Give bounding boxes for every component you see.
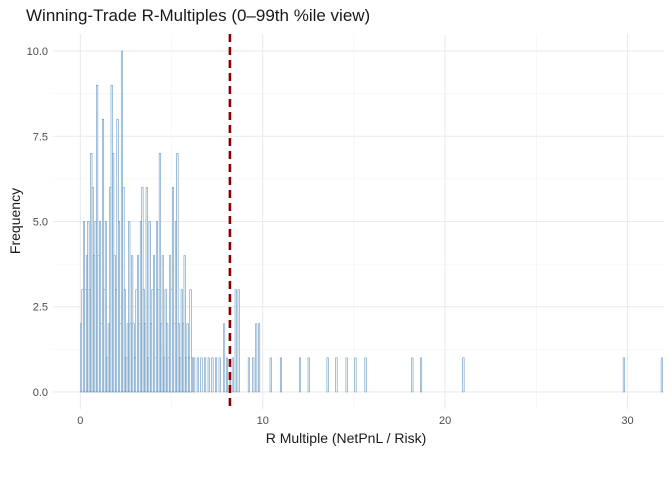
histogram-bar xyxy=(189,289,192,393)
y-axis-tick-labels: 0.0 2.5 5.0 7.5 10.0 xyxy=(27,46,48,399)
histogram-bar xyxy=(660,357,663,393)
histogram-bar xyxy=(307,357,310,393)
histogram-bar xyxy=(123,289,126,393)
histogram-bar xyxy=(420,357,423,393)
histogram-bar xyxy=(234,289,237,393)
histogram-bar xyxy=(207,357,210,393)
histogram-bar xyxy=(161,255,164,393)
histogram-bar xyxy=(247,357,250,393)
histogram-bar xyxy=(345,357,348,393)
histogram-bar xyxy=(183,255,186,393)
x-tick-label: 10 xyxy=(257,415,269,427)
histogram-bar xyxy=(255,323,258,393)
histogram-bar xyxy=(104,221,107,393)
histogram-bar xyxy=(218,357,221,393)
histogram-bar xyxy=(298,357,301,393)
histogram-bar xyxy=(364,357,367,393)
y-tick-label: 2.5 xyxy=(33,302,48,314)
histogram-bar xyxy=(200,357,203,393)
y-tick-label: 7.5 xyxy=(33,131,48,143)
histogram-bar xyxy=(158,153,161,393)
histogram-bar xyxy=(128,221,131,393)
histogram-bar xyxy=(99,221,102,393)
histogram-bar xyxy=(145,187,148,393)
histogram-bar xyxy=(191,357,193,393)
histogram-bar xyxy=(118,221,121,393)
x-tick-label: 0 xyxy=(77,415,83,427)
histogram-bar xyxy=(215,357,218,393)
histogram-bar xyxy=(211,357,214,393)
y-tick-label: 10.0 xyxy=(27,46,48,58)
histogram-bar xyxy=(96,84,99,393)
histogram-bars xyxy=(80,50,663,393)
x-tick-label: 30 xyxy=(621,415,633,427)
histogram-bar xyxy=(280,357,282,393)
histogram-bar xyxy=(258,323,261,393)
y-tick-label: 5.0 xyxy=(33,217,48,229)
histogram-bar xyxy=(462,357,465,393)
histogram-bar xyxy=(252,357,255,393)
histogram-bar xyxy=(269,357,272,393)
histogram-bar xyxy=(196,357,199,393)
histogram-bar xyxy=(326,357,329,393)
x-axis-tick-labels: 0 10 20 30 xyxy=(77,415,633,427)
histogram-bar xyxy=(335,357,338,393)
histogram-bar xyxy=(148,221,151,393)
histogram-bar xyxy=(153,255,156,393)
histogram-bar xyxy=(101,118,104,393)
histogram-bar xyxy=(354,357,357,393)
histogram-bar xyxy=(172,187,174,393)
histogram-bar xyxy=(622,357,625,393)
histogram-bar xyxy=(411,357,414,393)
histogram-bar xyxy=(176,153,179,393)
x-tick-label: 20 xyxy=(439,415,451,427)
histogram-bar xyxy=(223,323,226,393)
x-axis-title: R Multiple (NetPnL / Risk) xyxy=(266,430,427,446)
y-tick-label: 0.0 xyxy=(33,387,48,399)
histogram-bar xyxy=(204,357,207,393)
chart-title: Winning-Trade R-Multiples (0–99th %ile v… xyxy=(26,6,371,25)
histogram-bar xyxy=(237,289,240,393)
histogram-bar xyxy=(231,357,234,393)
y-axis-title: Frequency xyxy=(7,188,23,254)
histogram-bar xyxy=(226,357,228,393)
histogram-bar xyxy=(193,357,196,393)
